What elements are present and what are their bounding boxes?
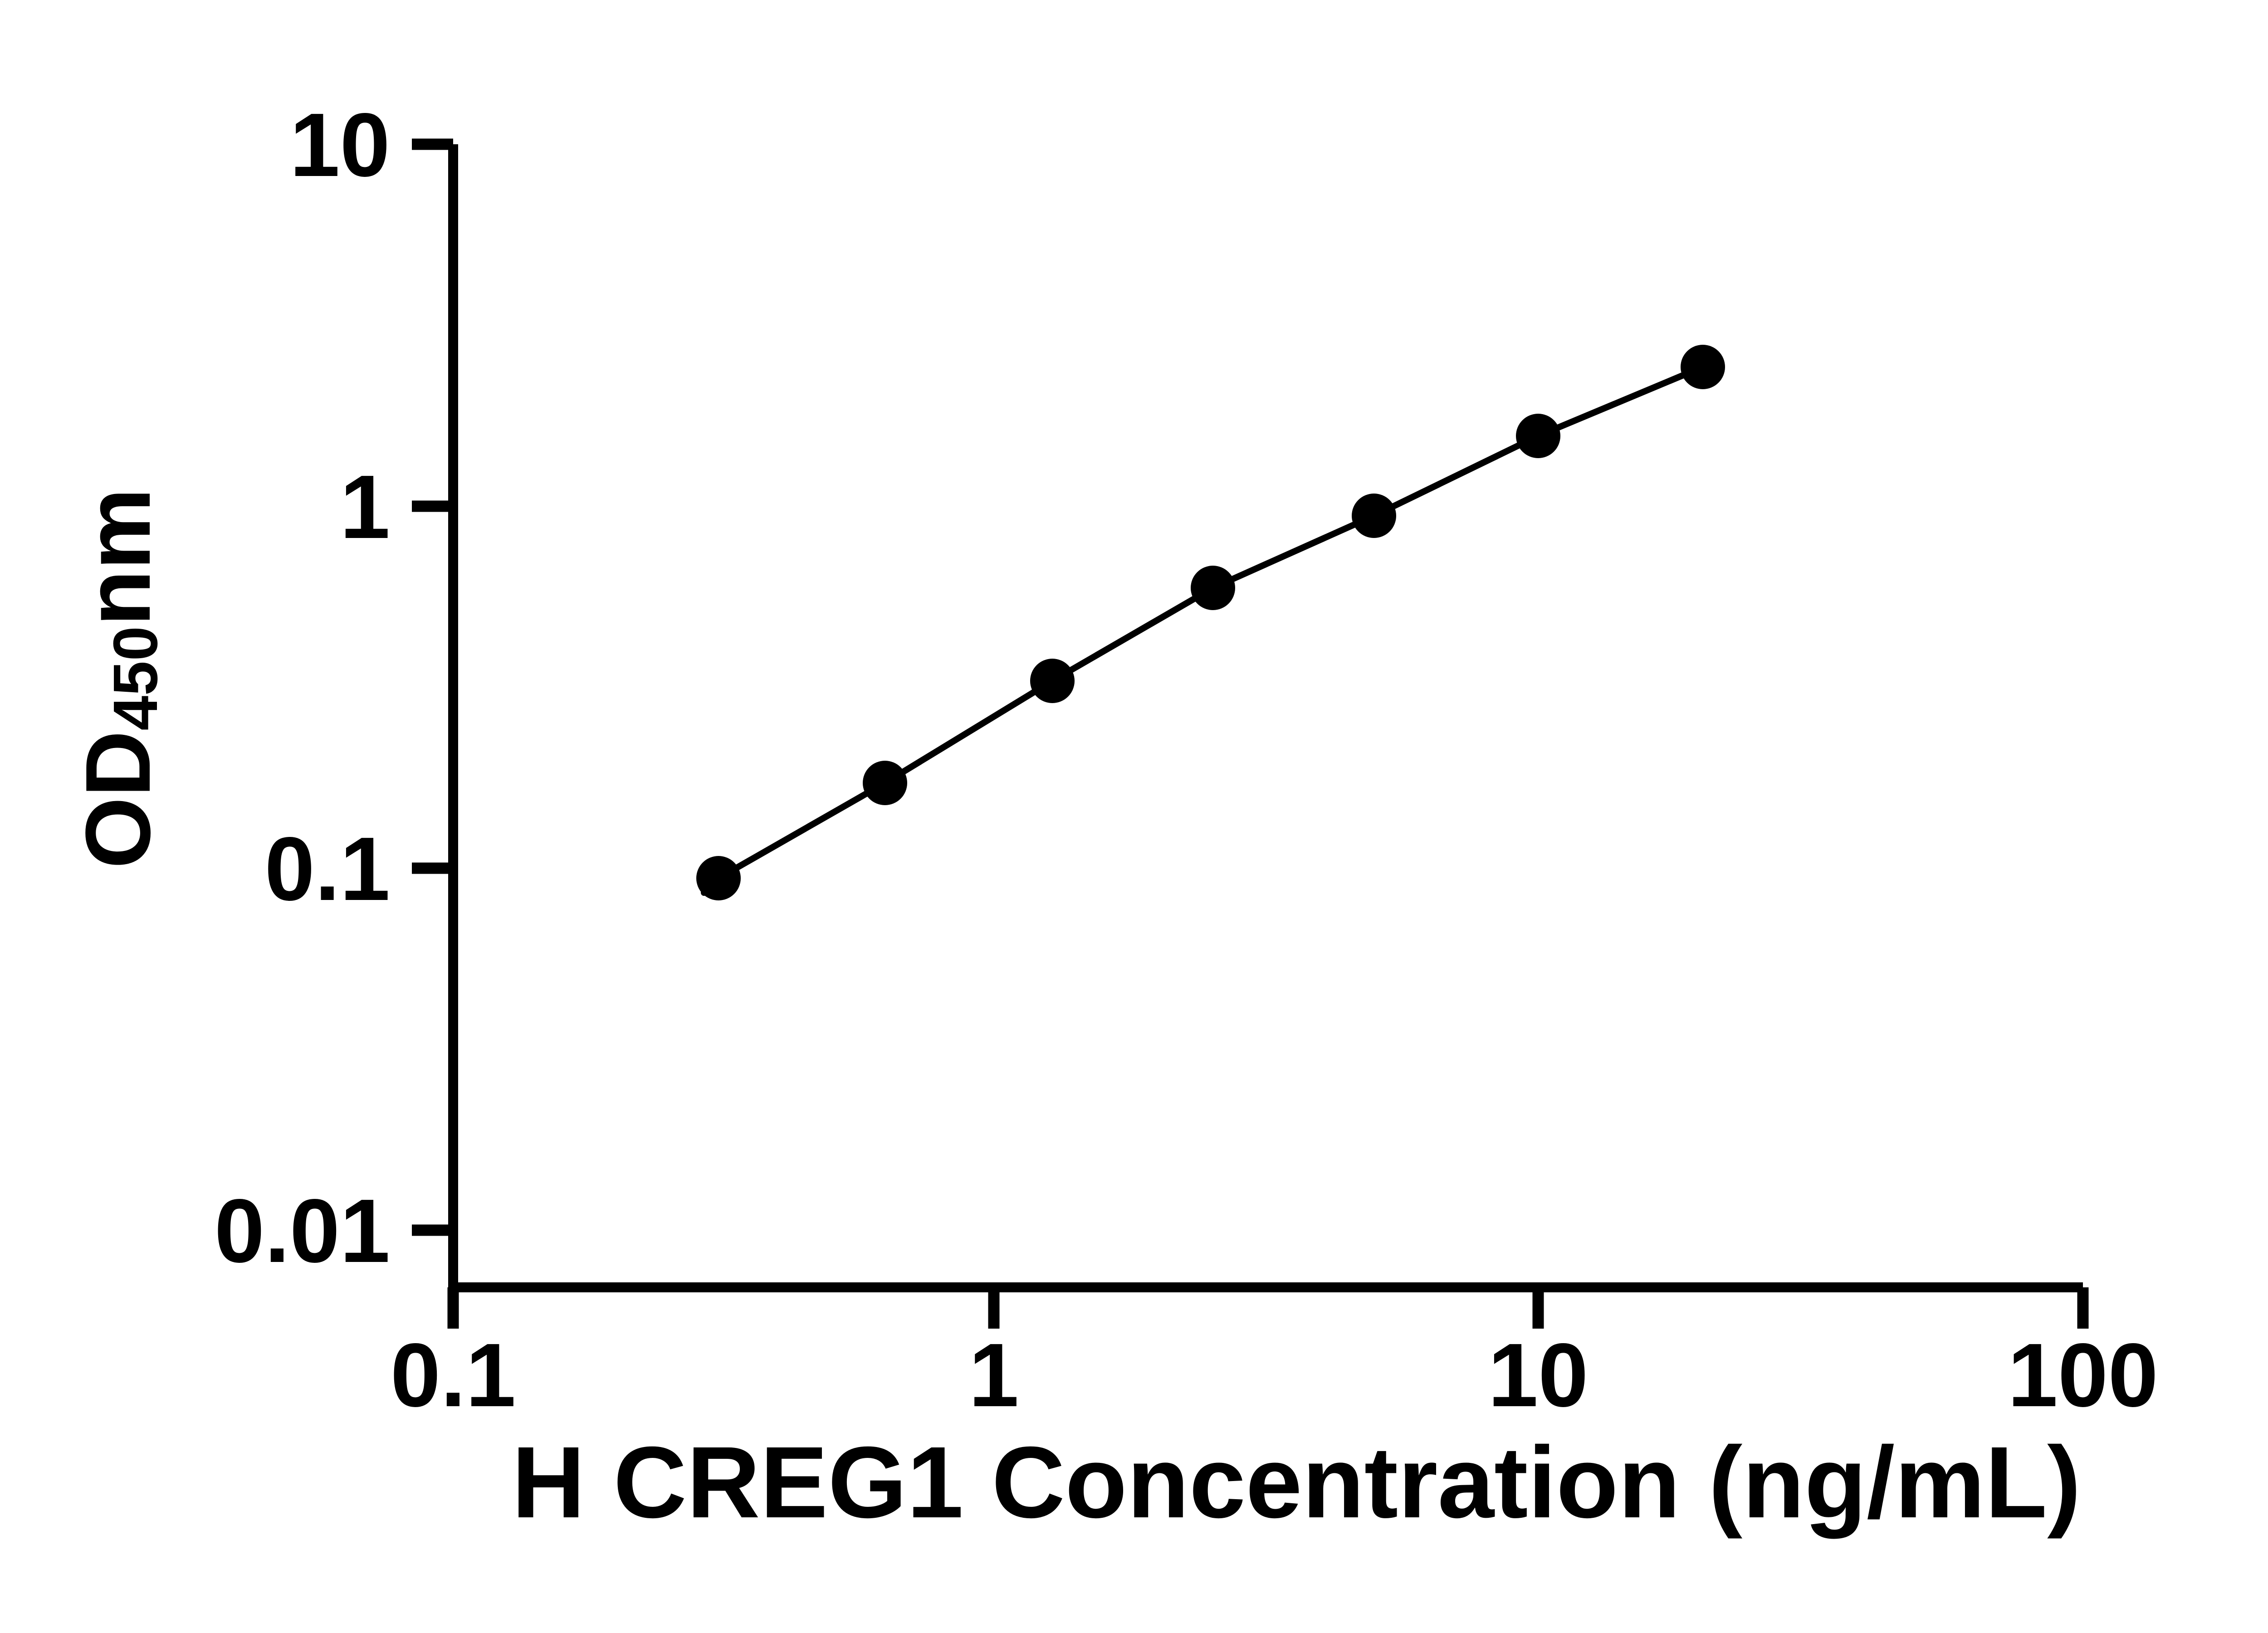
svg-text:0.1: 0.1 [391,1325,516,1426]
svg-text:100: 100 [2008,1325,2158,1426]
svg-text:1: 1 [969,1325,1019,1426]
svg-text:1: 1 [340,457,390,557]
svg-text:0.01: 0.01 [215,1181,390,1281]
svg-text:H CREG1 Concentration (ng/mL): H CREG1 Concentration (ng/mL) [512,1426,2081,1539]
svg-text:10: 10 [1488,1325,1588,1426]
svg-text:10: 10 [290,95,390,196]
svg-text:0.1: 0.1 [264,819,390,919]
